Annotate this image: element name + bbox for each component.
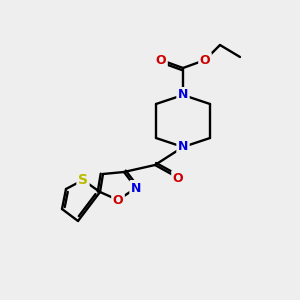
Text: N: N [178, 140, 188, 154]
Text: S: S [78, 173, 88, 187]
Text: O: O [156, 53, 166, 67]
Text: O: O [200, 53, 210, 67]
Text: O: O [173, 172, 183, 184]
Text: N: N [131, 182, 141, 194]
Text: N: N [178, 88, 188, 101]
Text: O: O [113, 194, 123, 206]
